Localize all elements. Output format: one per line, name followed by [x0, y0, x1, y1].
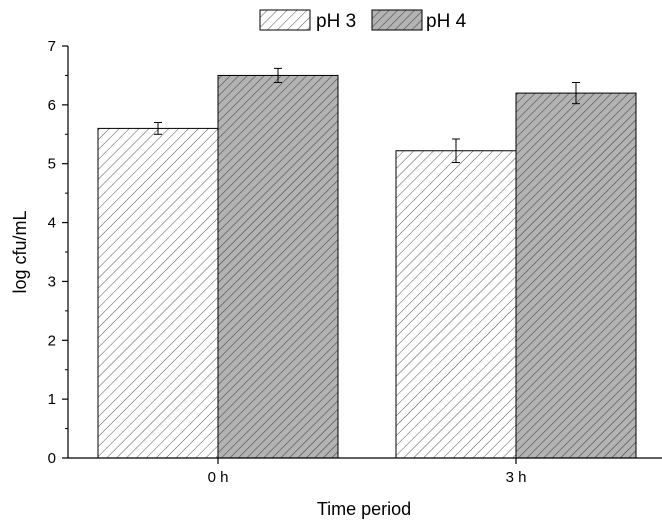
legend-label-ph3: pH 3	[316, 11, 356, 32]
y-tick-label-7: 7	[48, 38, 56, 55]
y-axis-title: log cfu/mL	[10, 210, 30, 293]
y-tick-label-3: 3	[48, 273, 56, 290]
bar-ph3-0h	[97, 127, 219, 459]
plot-area: 0 1 2 3 4 5 6 7 0 h 3 h	[48, 38, 662, 486]
x-tick-label-3h: 3 h	[506, 469, 527, 486]
x-axis-title: Time period	[317, 499, 411, 519]
y-tick-label-0: 0	[48, 450, 56, 467]
bar-ph4-0h	[217, 74, 339, 459]
y-tick-label-1: 1	[48, 391, 56, 408]
legend: pH 3 pH 4	[259, 9, 467, 32]
legend-swatch-ph4	[371, 9, 423, 31]
bar-ph4-3h	[515, 92, 637, 459]
legend-swatch-ph3	[259, 9, 311, 31]
legend-label-ph4: pH 4	[426, 11, 467, 32]
bar-ph3-3h	[395, 150, 517, 459]
y-tick-label-5: 5	[48, 156, 56, 173]
x-tick-label-0h: 0 h	[208, 469, 229, 486]
y-tick-label-2: 2	[48, 332, 56, 349]
y-tick-label-4: 4	[48, 215, 56, 232]
y-tick-label-6: 6	[48, 97, 56, 114]
